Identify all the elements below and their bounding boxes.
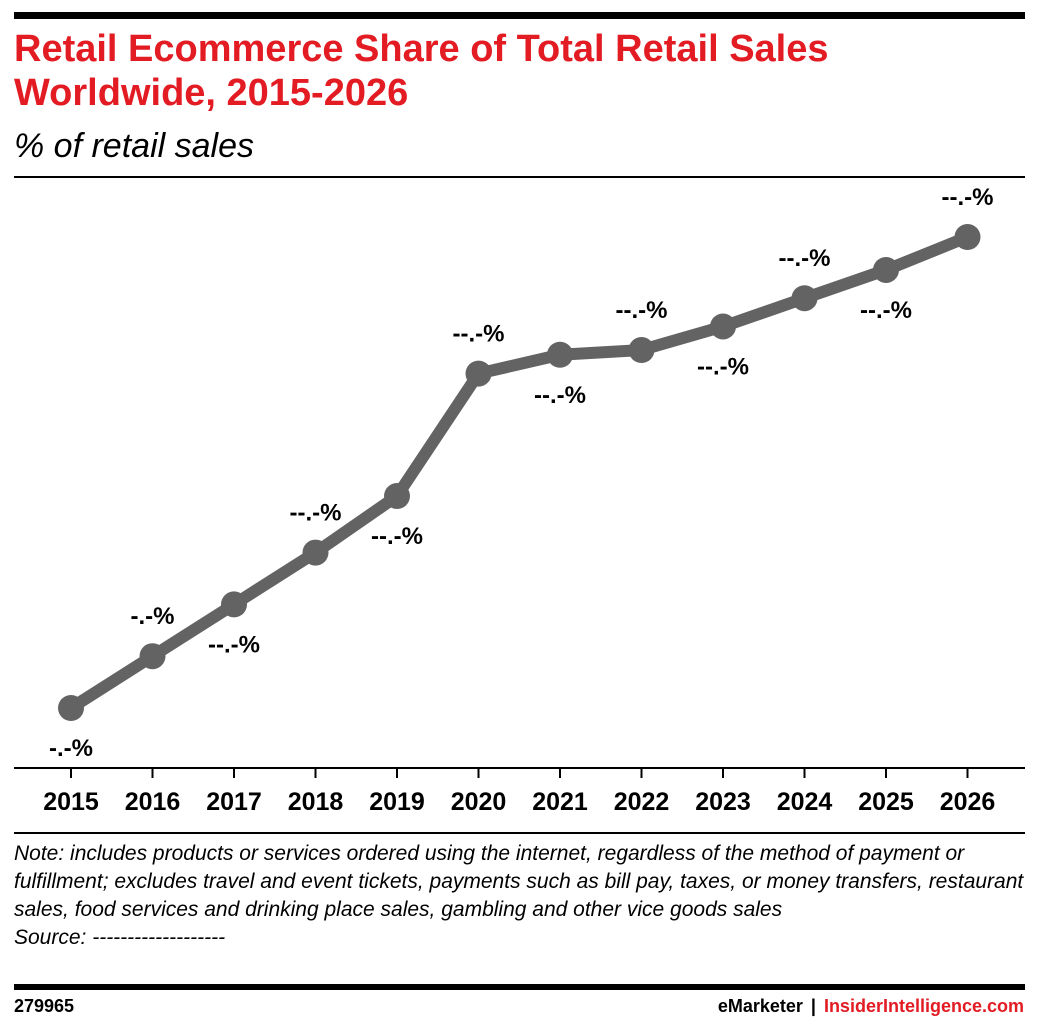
- data-point: [710, 313, 736, 340]
- data-label: --.-%: [208, 631, 260, 658]
- line-chart: 2015 2016 2017 2018 2019 2020 2021 2022 2023 2024…: [14, 184, 1025, 816]
- data-label: -.-%: [131, 603, 175, 630]
- data-label: --.-%: [779, 245, 831, 272]
- data-point: [58, 695, 84, 721]
- data-point: [302, 539, 329, 566]
- data-label: --.-%: [616, 297, 668, 324]
- data-point: [954, 224, 981, 250]
- data-label: --.-%: [942, 184, 994, 211]
- chart-note: Note: includes products or services orde…: [14, 840, 1024, 952]
- data-label: --.-%: [697, 353, 749, 380]
- x-tick-label: 2019: [369, 788, 425, 816]
- note-text: Note: includes products or services orde…: [14, 842, 1024, 921]
- data-point: [221, 591, 247, 618]
- x-tick-label: 2023: [695, 788, 751, 816]
- data-label: --.-%: [290, 500, 342, 527]
- data-label: --.-%: [860, 297, 912, 324]
- top-rule: [14, 12, 1025, 19]
- x-tick-label: 2022: [614, 788, 670, 816]
- bottom-rule: [14, 984, 1025, 990]
- data-point: [791, 285, 818, 312]
- data-point: [873, 256, 899, 283]
- data-point: [465, 360, 492, 387]
- data-point: [628, 337, 655, 364]
- source-text: Source: -------------------: [14, 926, 226, 949]
- x-tick-label: 2021: [532, 788, 588, 816]
- insider-intelligence-brand: InsiderIntelligence.com: [823, 996, 1024, 1016]
- brand-separator: |: [810, 996, 816, 1016]
- data-label: --.-%: [453, 321, 505, 348]
- x-tick-label: 2026: [940, 788, 996, 816]
- header-divider: [14, 176, 1025, 178]
- x-tick-label: 2016: [125, 788, 181, 816]
- data-point: [384, 483, 410, 510]
- series-line: [65, 231, 974, 714]
- x-tick-label: 2017: [206, 788, 262, 816]
- emarketer-brand: eMarketer: [717, 996, 803, 1016]
- x-tick-label: 2015: [43, 788, 99, 816]
- data-label: -.-%: [49, 735, 93, 762]
- data-label: --.-%: [371, 523, 423, 550]
- x-tick-label: 2018: [288, 788, 344, 816]
- x-tick-label: 2024: [777, 788, 833, 816]
- x-tick-label: 2025: [858, 788, 914, 816]
- x-tick-label: 2020: [451, 788, 507, 816]
- note-divider: [14, 832, 1025, 834]
- data-label: --.-%: [534, 382, 586, 409]
- data-point: [139, 643, 166, 670]
- chart-id: 279965: [14, 996, 75, 1016]
- chart-subtitle: % of retail sales: [14, 127, 254, 165]
- chart-title: Retail Ecommerce Share of Total Retail S…: [14, 28, 829, 114]
- footer-brand: eMarketer | InsiderIntelligence.com: [718, 996, 1024, 1017]
- data-point: [547, 341, 573, 368]
